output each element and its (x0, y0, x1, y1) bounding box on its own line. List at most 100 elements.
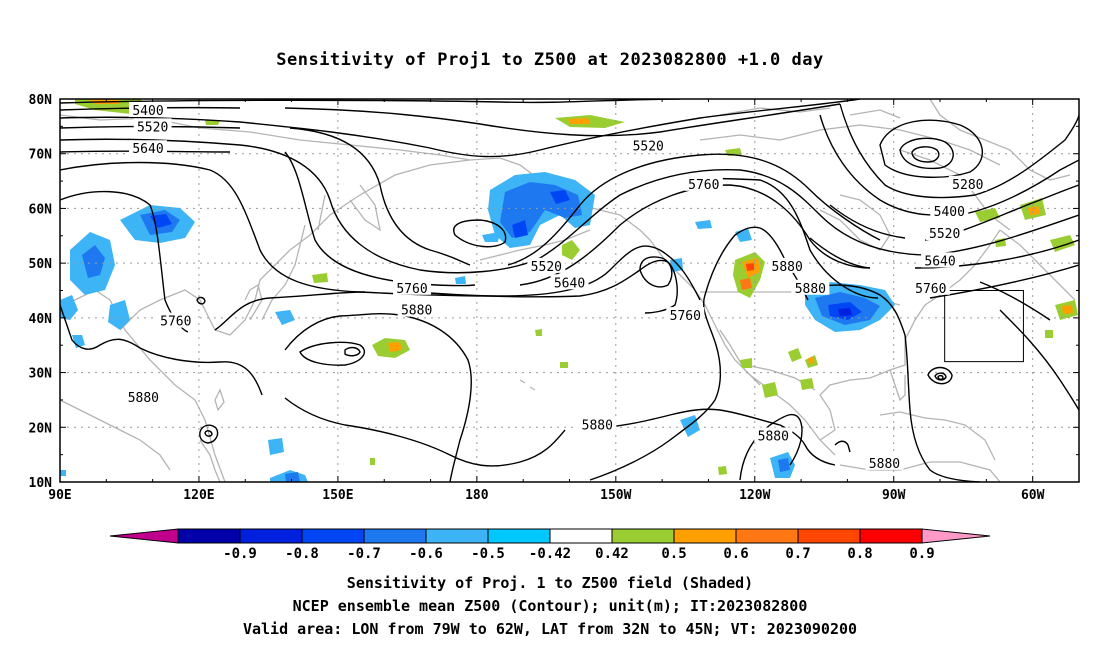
coast-hawaii (519, 379, 536, 391)
coast-arctic-islands (719, 107, 901, 119)
contour-label: 5520 (929, 227, 960, 242)
contour-5220-low (899, 137, 954, 170)
contour-label-bg (550, 274, 589, 290)
colorbar-label: -0.9 (223, 546, 257, 562)
contour-5640-east (809, 237, 871, 269)
contour-label-bg (397, 301, 436, 317)
contour-label-bg (156, 312, 195, 328)
coast-gulf (819, 229, 1001, 441)
shade-pos-17 (1045, 330, 1053, 338)
colorbar-box (859, 528, 923, 544)
contour-5880-atlantic (999, 309, 1079, 411)
colorbar-low-triangle (109, 528, 179, 544)
contour-high-1b (204, 430, 213, 437)
contour-label-bg (684, 175, 723, 191)
contour-high-atl-b (934, 372, 947, 381)
shade-neg-2c (150, 214, 172, 228)
colorbar-box (797, 528, 861, 544)
colorbar-label: 0.6 (723, 546, 748, 562)
shade-neg-16b (778, 458, 790, 472)
lon-label: 120E (183, 488, 214, 503)
contour-label: 5520 (137, 120, 168, 135)
contour-label: 5760 (160, 315, 191, 330)
shade-pos-7b (388, 342, 402, 352)
contour-5400-east (819, 114, 1079, 216)
contour-label-bg (768, 257, 807, 273)
colorbar-label: -0.7 (347, 546, 381, 562)
colorbar-box (425, 528, 489, 544)
lat-label: 60N (29, 202, 53, 217)
contour-pac-low (639, 256, 673, 288)
colorbar-box (239, 528, 303, 544)
contour-5880-caribbean (834, 440, 851, 453)
contour-label: 5760 (670, 309, 701, 324)
coast-hudson-bay (819, 194, 891, 251)
colorbar-high-triangle (921, 528, 991, 544)
colorbar-box (177, 528, 241, 544)
contour-label-bg (629, 137, 668, 153)
colorbar-label: -0.5 (471, 546, 505, 562)
coast-philippines (199, 439, 221, 482)
latitude-labels: 80N 70N 60N 50N 40N 30N 20N 10N (29, 93, 53, 491)
contour-5880-main (60, 304, 836, 467)
shade-pos-12 (740, 358, 752, 368)
contour-label: 5640 (554, 276, 585, 291)
coast-korea (244, 283, 263, 321)
shade-pos-2b (568, 118, 590, 124)
contour-label: 5280 (952, 178, 983, 193)
contour-label: 5880 (869, 457, 900, 472)
shade-neg-3 (60, 295, 78, 320)
contour-label: 5520 (633, 140, 664, 155)
coast-siberia-north (60, 114, 501, 161)
shade-pos-6 (312, 273, 328, 283)
contour-label: 5760 (915, 282, 946, 297)
contour-labels: 5400552056405520564057605880576058805520… (124, 101, 987, 472)
contour-label-bg (791, 279, 830, 295)
colorbar-label: -0.6 (409, 546, 443, 562)
coast-kamchatka (349, 184, 381, 232)
caption-line-1: Sensitivity of Proj. 1 to Z500 field (Sh… (346, 574, 754, 592)
coast-caribbean (879, 411, 996, 461)
shade-pos-3 (205, 120, 220, 125)
contour-5880-north (284, 313, 472, 482)
contour-label: 5880 (758, 429, 789, 444)
colorbar-label: 0.5 (661, 546, 686, 562)
contour-5520-east (829, 204, 906, 239)
contour-label: 5880 (401, 304, 432, 319)
shade-neg-13 (268, 438, 284, 455)
contour-label-bg (527, 257, 566, 273)
contour-label: 5640 (924, 254, 955, 269)
shade-neg-8b (455, 276, 466, 284)
longitude-labels: 90E 120E 150E 180 150W 120W 90W 60W (48, 488, 1044, 503)
shade-neg-8 (482, 232, 500, 242)
shade-pos-14b (1028, 206, 1040, 215)
caption-line-2: NCEP ensemble mean Z500 (Contour); unit(… (292, 597, 808, 615)
colorbar-label: 0.9 (909, 546, 934, 562)
contour-label: 5880 (772, 260, 803, 275)
shade-pos-9c (808, 357, 814, 364)
contour-5340 (60, 99, 681, 104)
shade-pos-2 (555, 115, 625, 128)
coast-indochina (60, 399, 171, 471)
contour-label-bg (666, 307, 705, 323)
contour-label-bg (911, 279, 950, 295)
caption-line-3: Valid area: LON from 79W to 62W, LAT fro… (242, 620, 858, 638)
contour-5280-low (879, 119, 983, 179)
shade-neg-1b (82, 245, 105, 278)
shade-neg-7d (550, 190, 570, 204)
shade-pos-5 (562, 240, 580, 260)
shade-neg-4 (108, 300, 130, 330)
contour-high-1 (199, 424, 219, 444)
coast-china (119, 159, 471, 336)
shade-pos-8c (746, 263, 754, 271)
shade-neg-14b (285, 472, 300, 482)
shade-pos-21 (535, 329, 542, 336)
contour-label-bg (930, 203, 969, 219)
colorbar: -0.9 -0.8 -0.7 -0.6 -0.5 -0.42 0.42 0.5 0.6 0.7 0.… (109, 528, 991, 562)
coast-canada-arctic (699, 124, 1001, 166)
shade-pos-9 (788, 348, 802, 362)
shade-neg-5 (72, 335, 85, 348)
coast-south-america (839, 461, 1001, 482)
lon-label: 150W (600, 488, 631, 503)
